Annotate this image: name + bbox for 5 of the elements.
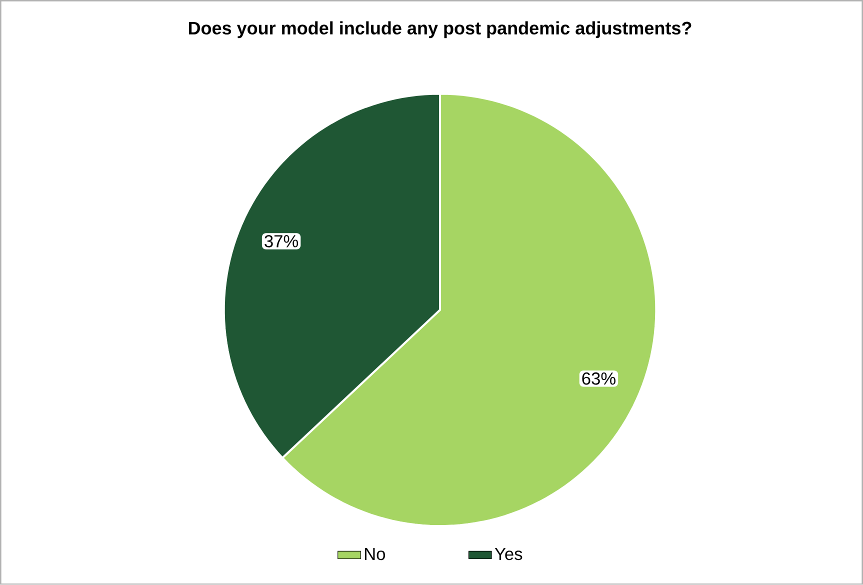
data-label: 63%: [582, 372, 616, 385]
chart-title: Does your model include any post pandemic adjustments?: [188, 21, 692, 38]
legend-label: Yes: [494, 548, 522, 560]
data-label: 37%: [264, 235, 298, 248]
legend-label: No: [364, 548, 386, 560]
